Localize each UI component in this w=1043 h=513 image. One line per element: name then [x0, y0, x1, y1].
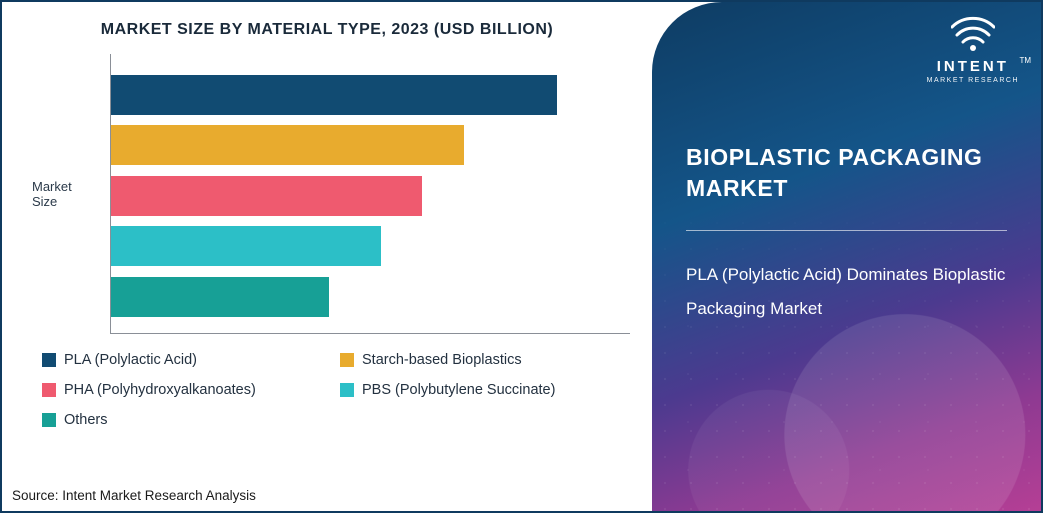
legend-swatch [42, 353, 56, 367]
source-attribution: Source: Intent Market Research Analysis [12, 488, 256, 503]
legend-label: Starch-based Bioplastics [362, 352, 522, 368]
legend-item-1: Starch-based Bioplastics [340, 352, 630, 368]
logo-subline: MARKET RESEARCH [927, 77, 1019, 84]
legend-label: Others [64, 412, 108, 428]
legend-item-4: Others [42, 412, 332, 428]
legend-item-3: PBS (Polybutylene Succinate) [340, 382, 630, 398]
bar-1 [111, 125, 464, 165]
chart-plot [110, 54, 630, 334]
chart-title: MARKET SIZE BY MATERIAL TYPE, 2023 (USD … [24, 20, 630, 40]
bar-3 [111, 226, 381, 266]
summary-panel: INTENT MARKET RESEARCH TM BIOPLASTIC PAC… [652, 2, 1041, 511]
brand-logo: INTENT MARKET RESEARCH TM [927, 16, 1019, 84]
summary-body-text: PLA (Polylactic Acid) Dominates Bioplast… [686, 258, 1007, 326]
legend-swatch [340, 383, 354, 397]
bar-0 [111, 75, 557, 115]
legend-swatch [340, 353, 354, 367]
y-axis-label: Market Size [32, 54, 104, 334]
legend-item-2: PHA (Polyhydroxyalkanoates) [42, 382, 332, 398]
chart-panel: MARKET SIZE BY MATERIAL TYPE, 2023 (USD … [2, 2, 652, 511]
legend-label: PBS (Polybutylene Succinate) [362, 382, 555, 398]
summary-title: BIOPLASTIC PACKAGING MARKET [686, 142, 1041, 204]
logo-brand-text: INTENT [937, 58, 1009, 75]
chart-area: Market Size [24, 54, 630, 334]
legend-swatch [42, 383, 56, 397]
legend-item-0: PLA (Polylactic Acid) [42, 352, 332, 368]
legend-label: PLA (Polylactic Acid) [64, 352, 197, 368]
chart-legend: PLA (Polylactic Acid) Starch-based Biopla… [24, 352, 630, 428]
report-card-frame: MARKET SIZE BY MATERIAL TYPE, 2023 (USD … [0, 0, 1043, 513]
bar-2 [111, 176, 422, 216]
logo-trademark: TM [1019, 56, 1031, 65]
summary-divider [686, 230, 1007, 231]
legend-label: PHA (Polyhydroxyalkanoates) [64, 382, 256, 398]
legend-swatch [42, 413, 56, 427]
wifi-logo-icon [951, 16, 995, 56]
bar-4 [111, 277, 329, 317]
